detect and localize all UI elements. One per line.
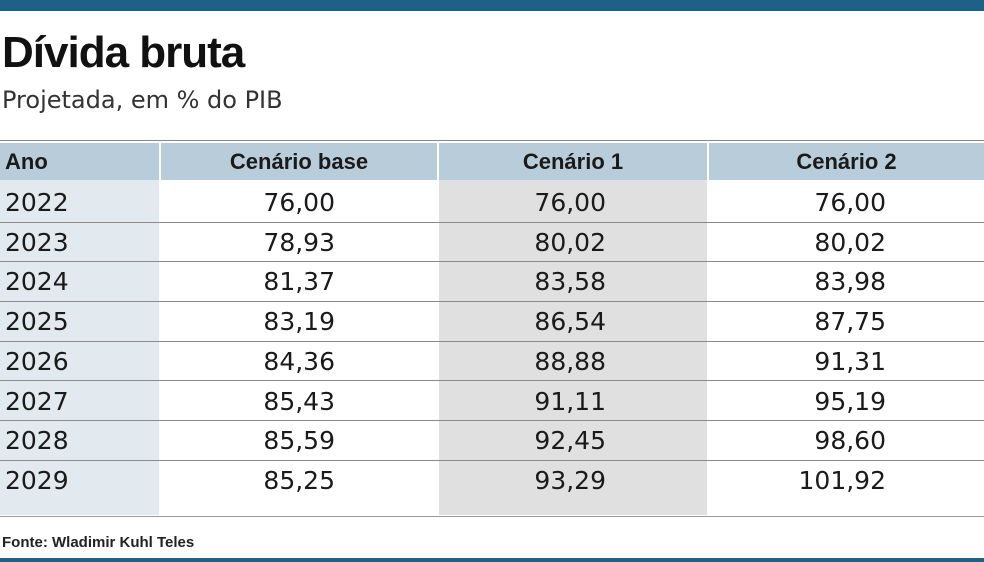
table-top-rule [0,140,984,141]
row-divider [0,459,984,461]
header-ano: Ano [0,143,159,180]
cell-cenario-2: 101,92 [798,465,886,495]
cell-cenario-base: 85,43 [263,386,335,416]
row-divider [0,380,984,382]
row-divider [0,221,984,223]
cell-cenario-1: 80,02 [534,227,606,257]
table-row: 2023 78,93 80,02 80,02 [0,223,984,263]
cell-cenario-2: 80,02 [814,227,886,257]
cell-cenario-2: 83,98 [814,267,886,297]
cell-cenario-2: 98,60 [814,426,886,456]
header-cenario-1-label: Cenário 1 [522,149,624,174]
cell-cenario-base: 84,36 [263,346,335,376]
cell-cenario-1: 92,45 [534,426,606,456]
table-row: 2026 84,36 88,88 91,31 [0,342,984,382]
table-row: 2022 76,00 76,00 76,00 [0,183,984,223]
cell-cenario-1: 93,29 [534,465,606,495]
cell-cenario-base: 85,59 [263,426,335,456]
year-column-shade [0,180,159,515]
table-row: 2027 85,43 91,11 95,19 [0,382,984,422]
header-cenario-1: Cenário 1 [439,143,707,180]
cell-cenario-1: 76,00 [534,188,606,217]
header-cenario-base: Cenário base [161,143,437,180]
cell-ano: 2024 [5,267,69,297]
chart-title: Dívida bruta [2,28,245,77]
cell-ano: 2025 [5,307,69,337]
cell-cenario-2: 91,31 [814,346,886,376]
cell-ano: 2026 [5,346,69,376]
cell-cenario-base: 81,37 [263,267,335,297]
header-cenario-2-label: Cenário 2 [796,149,897,174]
cell-ano: 2023 [5,227,69,257]
header-ano-label: Ano [5,149,48,174]
cell-cenario-base: 83,19 [263,307,335,337]
cell-cenario-1: 88,88 [534,346,606,376]
cell-cenario-base: 78,93 [263,227,335,257]
cell-cenario-1: 86,54 [534,307,606,337]
cell-cenario-base: 76,00 [263,188,335,217]
cell-cenario-1: 91,11 [534,386,606,416]
table-row: 2028 85,59 92,45 98,60 [0,421,984,461]
table-row: 2025 83,19 86,54 87,75 [0,302,984,342]
cell-ano: 2029 [5,465,69,495]
bottom-accent-bar [0,558,984,562]
row-divider [0,301,984,303]
table-row: 2024 81,37 83,58 83,98 [0,262,984,303]
cell-cenario-2: 76,00 [814,188,886,217]
cell-ano: 2028 [5,426,69,456]
scenario1-column-shade [439,180,707,515]
header-cenario-base-label: Cenário base [229,149,369,174]
chart-subtitle: Projetada, em % do PIB [2,86,283,114]
top-accent-bar [0,0,984,11]
row-divider [0,261,984,263]
cell-ano: 2027 [5,386,69,416]
row-divider [0,420,984,422]
cell-cenario-2: 87,75 [814,307,886,337]
header-cenario-2: Cenário 2 [709,143,984,180]
cell-cenario-2: 95,19 [814,386,886,416]
cell-cenario-base: 85,25 [263,465,335,495]
source-note: Fonte: Wladimir Kuhl Teles [2,534,195,551]
cell-cenario-1: 83,58 [534,267,606,297]
table-row: 2029 85,25 93,29 101,92 [0,461,984,501]
row-divider [0,340,984,342]
table-bottom-rule [0,516,984,517]
cell-ano: 2022 [5,188,69,217]
